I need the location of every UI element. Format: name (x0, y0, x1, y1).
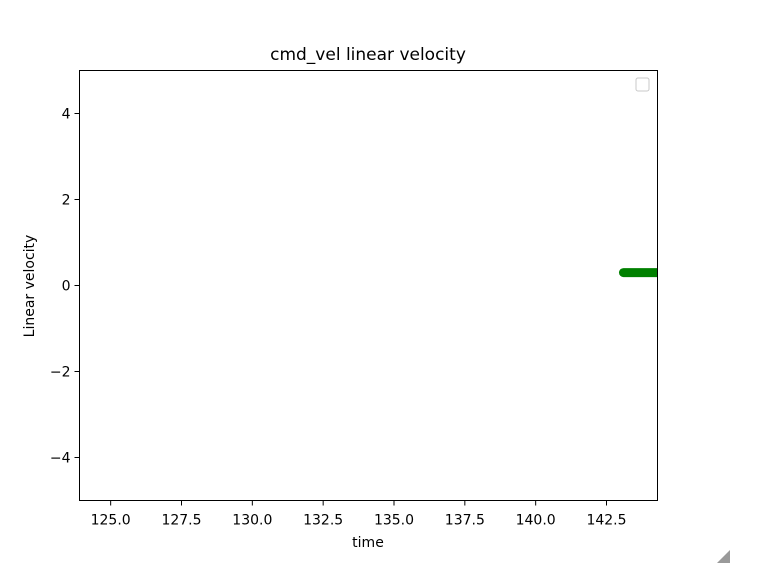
y-tick-label: 2 (62, 193, 71, 209)
y-tick-label: 4 (62, 107, 71, 123)
x-tick-label: 135.0 (374, 513, 414, 529)
x-tick-label: 127.5 (161, 513, 201, 529)
y-tick-label: 0 (62, 279, 71, 295)
plot-frame (79, 70, 658, 501)
x-tick-label: 132.5 (303, 513, 343, 529)
resize-grip-icon[interactable] (717, 550, 730, 563)
x-tick-label: 125.0 (91, 513, 131, 529)
x-axis: 125.0 127.5 130.0 132.5 135.0 137.5 140.0 142.5 (91, 500, 627, 529)
legend-box (635, 77, 650, 92)
x-axis-label: time (352, 535, 384, 551)
chart-title: cmd_vel linear velocity (270, 45, 466, 65)
y-axis-label: Linear velocity (22, 235, 38, 338)
y-tick-label: −2 (50, 365, 71, 381)
y-axis: −4 −2 0 2 4 (50, 107, 80, 467)
x-tick-label: 130.0 (232, 513, 272, 529)
x-tick-label: 137.5 (445, 513, 485, 529)
y-tick-label: −4 (50, 451, 71, 467)
x-tick-label: 142.5 (586, 513, 626, 529)
x-tick-label: 140.0 (516, 513, 556, 529)
